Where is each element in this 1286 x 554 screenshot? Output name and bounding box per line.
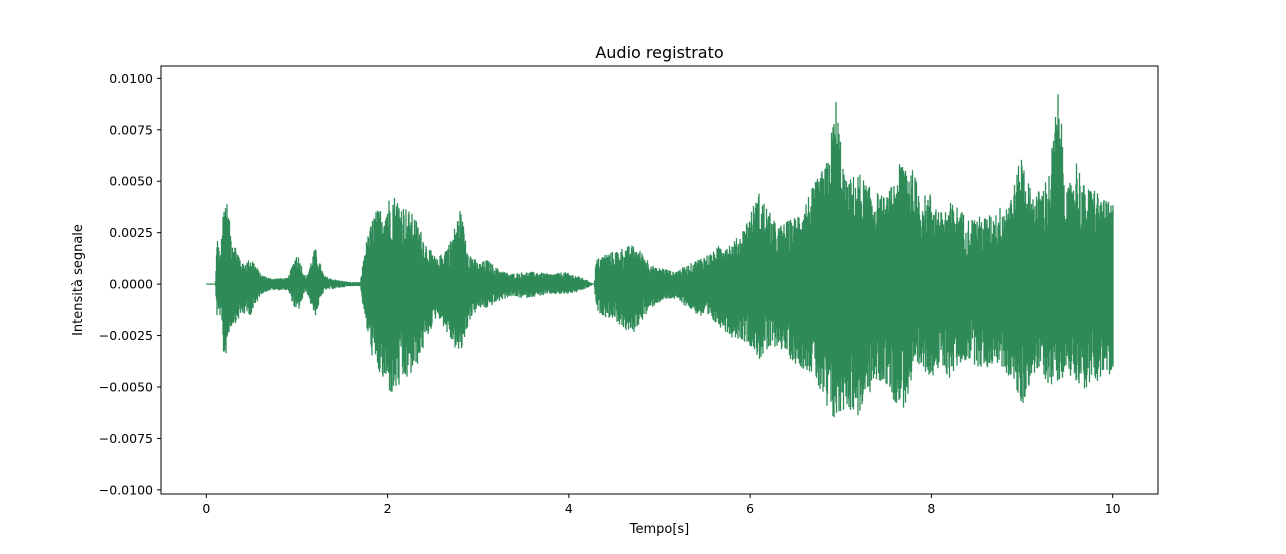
- x-tick-label: 0: [202, 501, 210, 516]
- waveform-series: [206, 94, 1114, 418]
- x-tick-label: 2: [384, 501, 392, 516]
- x-axis-title: Tempo[s]: [629, 522, 690, 537]
- y-tick-label: 0.0100: [109, 71, 153, 86]
- y-axis-title: Intensità segnale: [71, 224, 86, 336]
- y-tick-label: −0.0100: [99, 482, 153, 497]
- y-tick-label: 0.0075: [109, 122, 153, 137]
- y-tick-label: 0.0000: [109, 277, 153, 292]
- y-tick-label: −0.0050: [99, 380, 153, 395]
- y-tick-label: 0.0050: [109, 174, 153, 189]
- plot-area-frame: [160, 65, 1159, 495]
- x-tick-label: 6: [746, 501, 754, 516]
- x-axis: 0 2 4 6 8 10: [202, 494, 1121, 516]
- x-tick-label: 4: [565, 501, 573, 516]
- x-tick-label: 10: [1105, 501, 1121, 516]
- waveform-line: [206, 94, 1114, 418]
- y-axis: 0.0100 0.0075 0.0050 0.0025 0.0000 −0.0025 −0.…: [99, 71, 161, 497]
- x-tick-label: 8: [927, 501, 935, 516]
- y-tick-label: −0.0075: [99, 431, 153, 446]
- y-tick-label: −0.0025: [99, 328, 153, 343]
- y-tick-label: 0.0025: [109, 225, 153, 240]
- chart-title: Audio registrato: [595, 43, 723, 62]
